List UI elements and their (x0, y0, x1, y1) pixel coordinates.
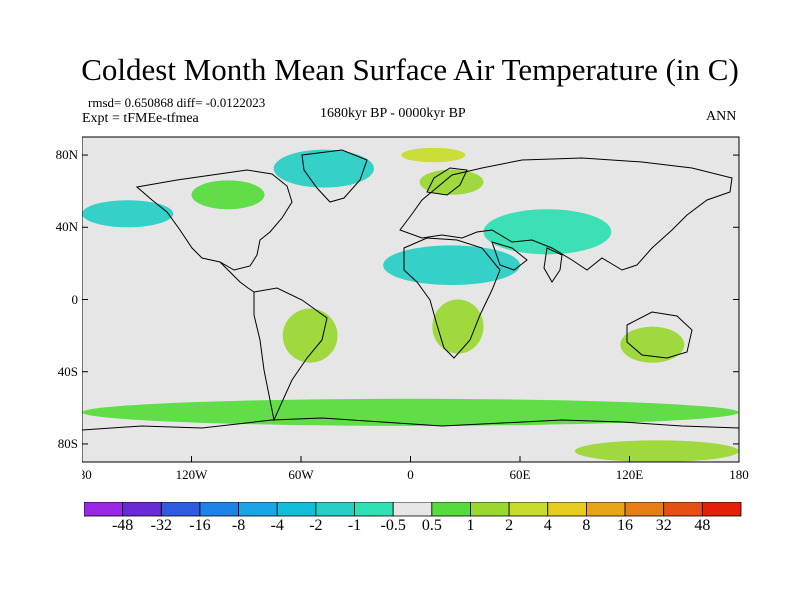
anomaly-region-southern-ocean (82, 398, 739, 426)
season-label: ANN (706, 109, 737, 124)
lat-tick-label: 40S (57, 363, 78, 379)
coastline-arabia (491, 241, 528, 271)
lon-tick-label: 60W (288, 467, 314, 482)
colorbar-label: 4 (543, 517, 552, 534)
colorbar-label: 2 (505, 517, 514, 534)
colorbar-swatch (701, 502, 742, 517)
colorbar-label: -1 (347, 517, 362, 534)
anomaly-region-antarctic-interior (574, 440, 739, 462)
colorbar-label: 8 (582, 517, 591, 534)
colorbar-swatch (84, 502, 124, 517)
colorbar-label: -4 (270, 517, 284, 534)
colorbar-label: -2 (309, 517, 323, 534)
anomaly-region-central-asia (483, 209, 612, 255)
colorbar-label: -0.5 (380, 517, 406, 534)
colorbar-swatch (586, 502, 626, 517)
colorbar-swatch (238, 502, 278, 517)
colorbar-swatch (624, 502, 665, 517)
coastline-scandinavia (426, 167, 468, 196)
anomaly-region-arctic-ocean-north-of-europe (401, 147, 466, 163)
coastline-antarctica (82, 417, 739, 431)
lat-tick-label: 0 (71, 291, 79, 307)
colorbar-label: 0.5 (421, 517, 442, 534)
coastline-eurasia (399, 157, 733, 271)
lon-tick-label: 120E (616, 467, 644, 482)
coastline-south-america (253, 287, 328, 422)
colorbar-swatch (122, 502, 162, 517)
lat-tick-label: 80N (55, 147, 78, 163)
lat-tick-label: 40N (55, 219, 78, 235)
anomaly-region-north-africa-arabia (383, 245, 520, 286)
lon-tick-label: 180 (82, 467, 92, 482)
colorbar (84, 502, 742, 517)
colorbar-label: 32 (655, 517, 672, 534)
longitude-axis: 180 120W 60W 0 60E 120E 180 (82, 456, 749, 482)
colorbar-swatch (508, 502, 549, 517)
lon-tick-label: 60E (510, 467, 531, 482)
coastline-greenland (301, 149, 368, 203)
colorbar-swatch (431, 502, 471, 517)
colorbar-label: -8 (231, 517, 246, 534)
coastline-central-america (219, 261, 255, 293)
colorbar-swatch (547, 502, 587, 517)
colorbar-swatch (470, 502, 510, 517)
anomaly-region-greenland-arctic (273, 149, 374, 188)
coastlines (82, 149, 739, 431)
experiment-label: Expt = tFMEe-tfmea (82, 111, 199, 126)
colorbar-label: -48 (111, 517, 134, 534)
coastline-africa (403, 237, 501, 359)
anomaly-regions (82, 147, 739, 462)
colorbar-label: -32 (150, 517, 172, 534)
anomaly-region-south-america (282, 308, 338, 363)
latitude-axis (82, 154, 739, 445)
colorbar-swatch (160, 502, 201, 517)
anomaly-region-north-pacific (82, 200, 174, 228)
lon-tick-label: 120W (176, 467, 209, 482)
lon-tick-label: 0 (407, 467, 414, 482)
anomaly-region-southern-africa (432, 299, 484, 354)
colorbar-label: -16 (189, 517, 211, 534)
stats-line: rmsd= 0.650868 diff= -0.0122023 (88, 95, 266, 110)
coastline-north-america (135, 169, 293, 271)
lat-tick-label: 80S (57, 435, 78, 451)
anomaly-map: 180 120W 60W 0 60E 120E 180 (82, 136, 749, 482)
anomaly-region-canadian-arctic (191, 180, 265, 210)
colorbar-swatch (392, 502, 433, 517)
colorbar-swatch (199, 502, 239, 517)
lon-tick-label: 180 (729, 467, 749, 482)
colorbar-swatch (276, 502, 317, 517)
coastline-australia (626, 311, 693, 359)
anomaly-region-australia (620, 326, 685, 363)
colorbar-swatch (663, 502, 703, 517)
colorbar-label: 48 (694, 517, 711, 534)
colorbar-label: 16 (617, 517, 634, 534)
figure-title: Coldest Month Mean Surface Air Temperatu… (81, 52, 739, 87)
time-period-label: 1680kyr BP - 0000kyr BP (320, 106, 466, 121)
colorbar-swatch (354, 502, 394, 517)
colorbar-label: 1 (466, 517, 475, 534)
colorbar-swatch (315, 502, 355, 517)
coastline-india (543, 247, 563, 283)
